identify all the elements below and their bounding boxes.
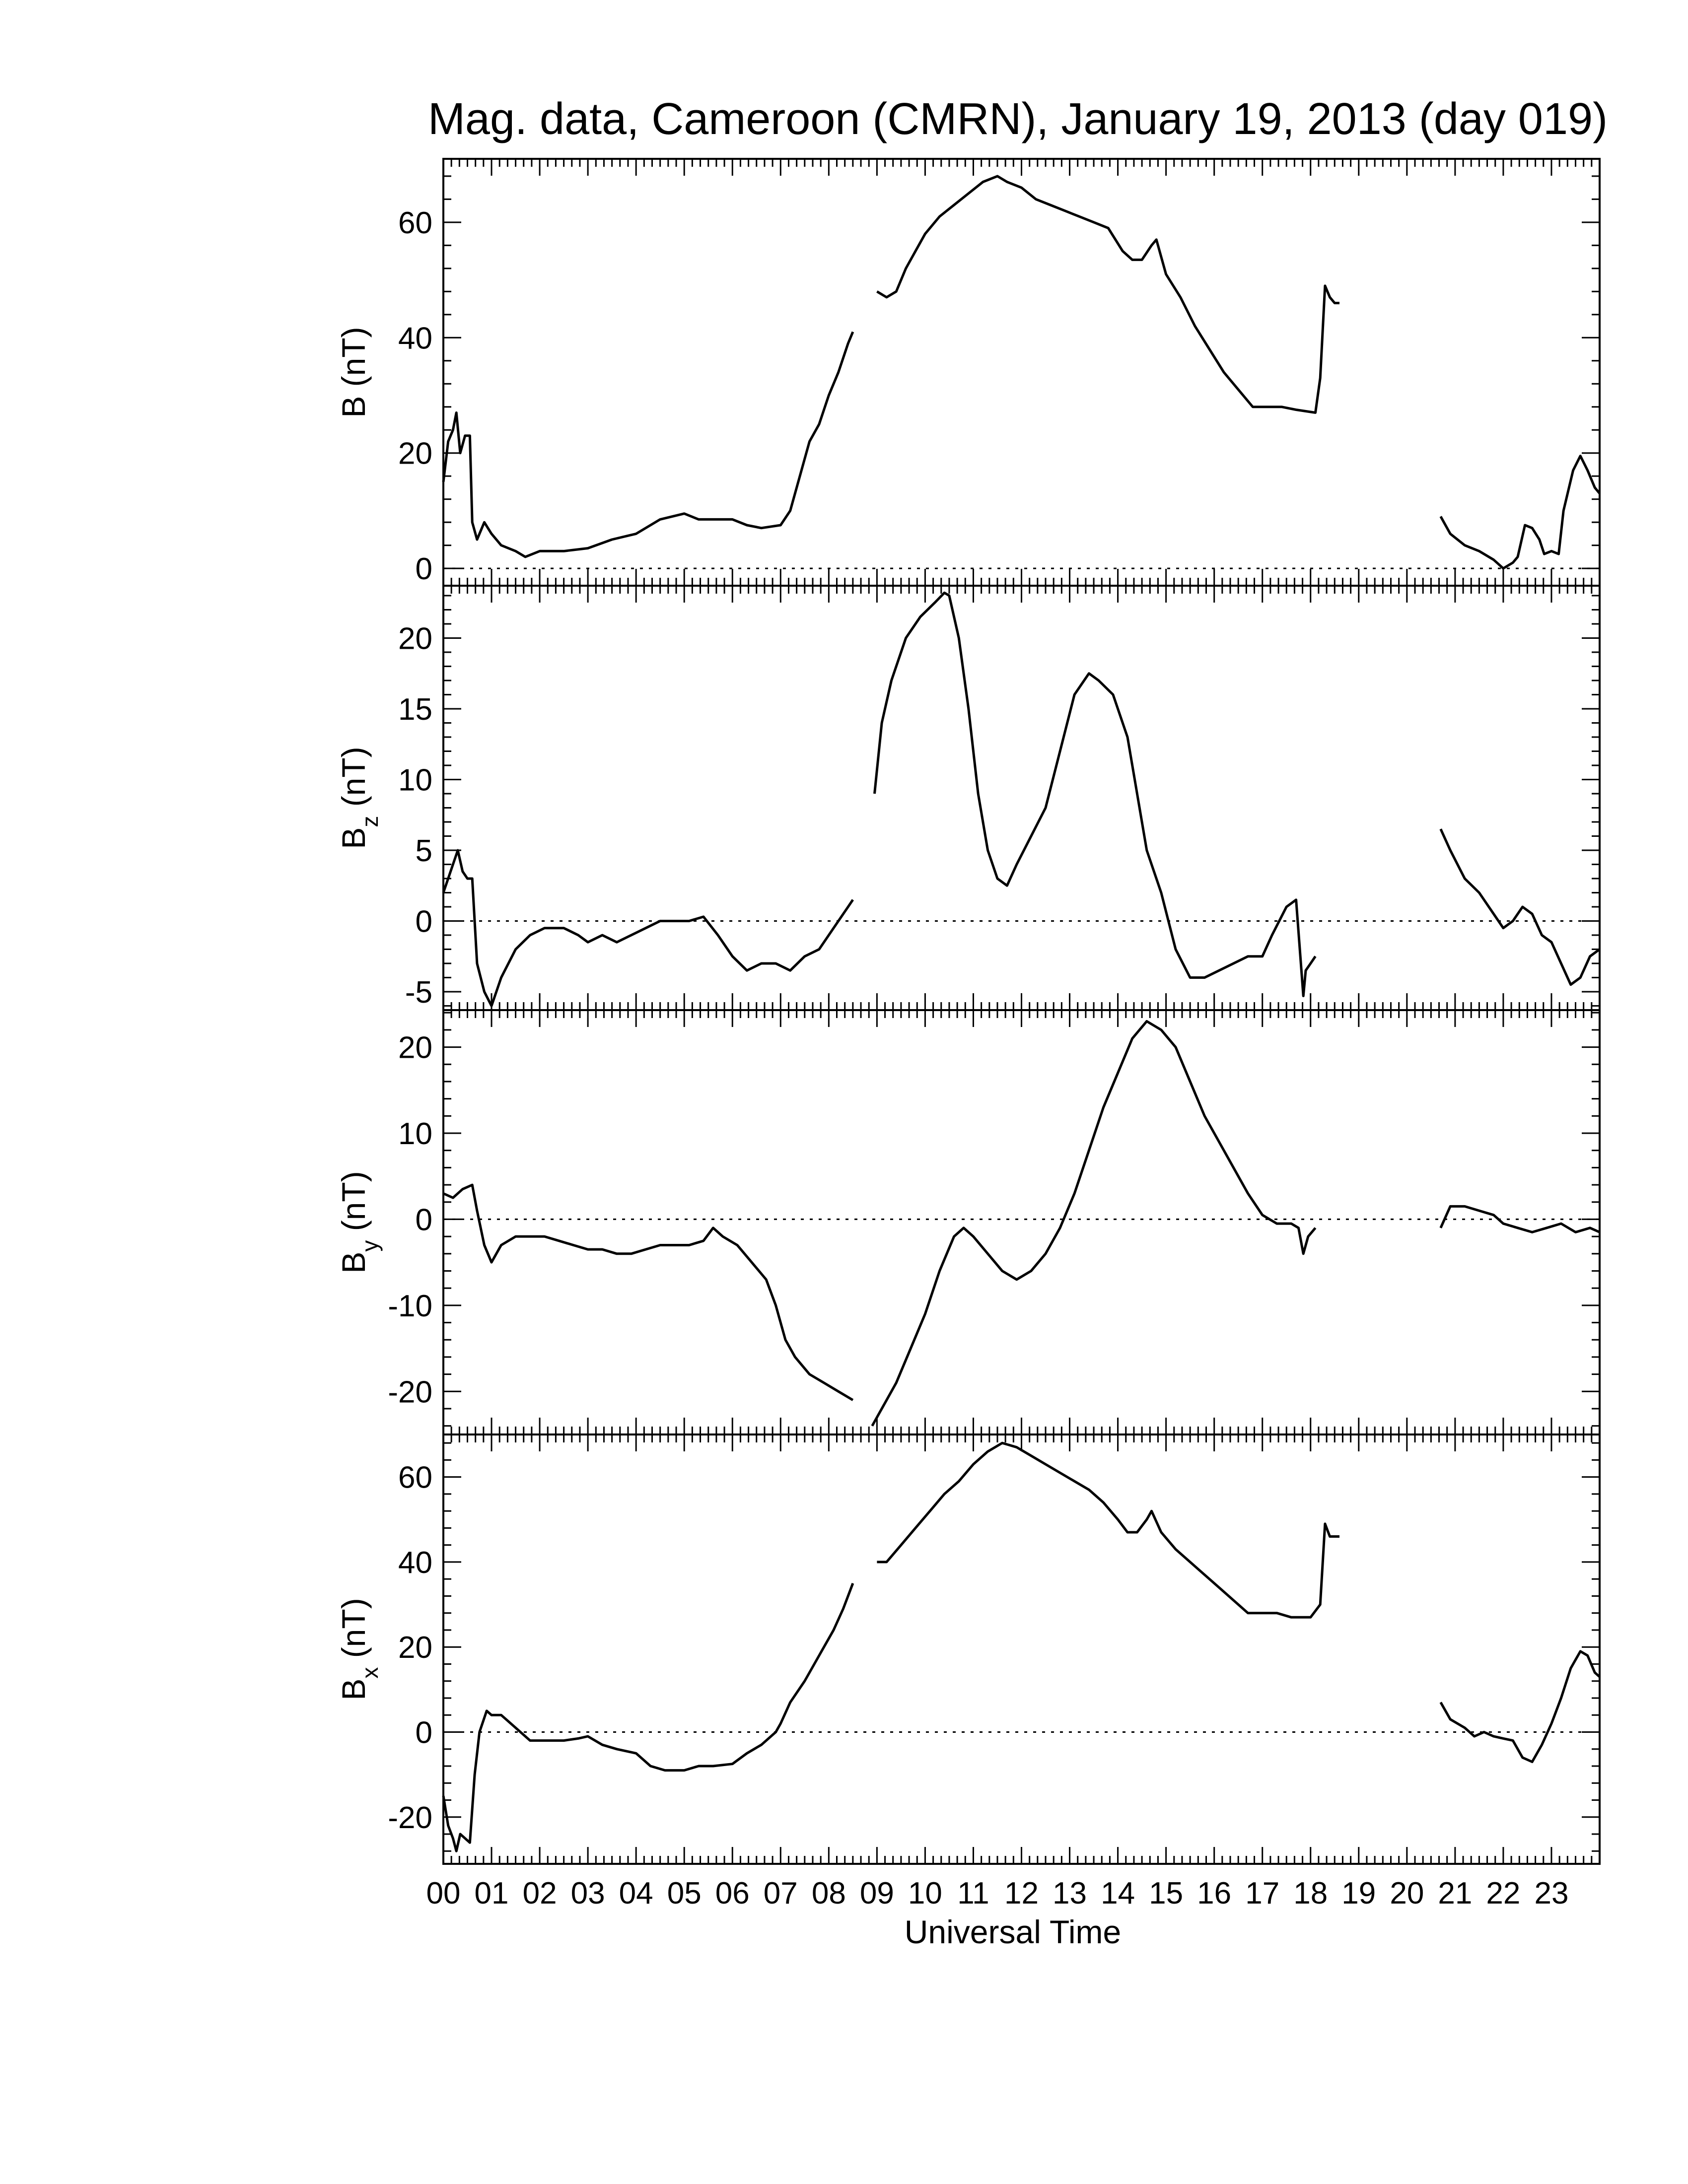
x-tick-label: 13 (1053, 1876, 1087, 1911)
x-tick-label: 16 (1197, 1876, 1231, 1911)
chart-title: Mag. data, Cameroon (CMRN), January 19, … (428, 94, 1608, 144)
x-axis: 00 01 02 03 04 05 06 07 08 09 10 11 12 13 14 15 16 17 18 19… (426, 1876, 1569, 1911)
y-label-base: B (335, 1252, 372, 1274)
y-tick-label: -20 (388, 1801, 432, 1835)
x-tick-label: 05 (667, 1876, 702, 1911)
y-label-base: B (335, 827, 372, 849)
y-tick-label: 20 (398, 621, 432, 656)
series-segment-1 (442, 1183, 854, 1401)
y-tick-label: -5 (405, 975, 432, 1010)
y-axis-label: Bx (nT) (335, 1598, 383, 1700)
y-tick-label: 5 (416, 834, 432, 868)
y-label-unit: (nT) (335, 747, 372, 816)
y-tick-label: 20 (398, 1631, 432, 1665)
series-segment-3 (1439, 1205, 1601, 1233)
y-label-base: B (335, 1679, 372, 1701)
series-segment-3 (1439, 455, 1601, 570)
y-tick-label: 20 (398, 1031, 432, 1065)
x-tick-label: 17 (1245, 1876, 1279, 1911)
x-tick-label: 22 (1486, 1876, 1520, 1911)
y-tick-label: 60 (398, 1461, 432, 1495)
y-tick-label: 10 (398, 1117, 432, 1151)
y-axis-label: By (nT) (335, 1171, 383, 1273)
panel-1: 0 20 40 60 B (nT) (335, 158, 1601, 587)
panel-4: -20 0 20 40 60 Bx (nT) (335, 1433, 1601, 1865)
y-tick-label: 0 (416, 552, 432, 586)
y-tick-label: -20 (388, 1375, 432, 1409)
x-tick-label: 20 (1390, 1876, 1424, 1911)
y-tick-label: 20 (398, 437, 432, 471)
y-tick-label: 10 (398, 763, 432, 797)
x-tick-label: 02 (523, 1876, 557, 1911)
series-segment-2 (877, 1441, 1339, 1619)
panel-2: -5 0 5 10 15 20 Bz (nT) (335, 585, 1601, 1011)
x-tick-label: 08 (812, 1876, 846, 1911)
x-axis-label: Universal Time (905, 1913, 1121, 1950)
y-tick-label: -10 (388, 1289, 432, 1323)
series-segment-1 (442, 849, 854, 1007)
x-tick-label: 06 (715, 1876, 750, 1911)
panels: 0 20 40 60 B (nT) -5 0 5 10 15 20 Bz (nT) -20 -10 0 10 2… (335, 158, 1601, 1865)
series-segment-3 (1439, 1650, 1601, 1763)
y-label-base: B (nT) (335, 327, 372, 417)
x-tick-label: 14 (1101, 1876, 1135, 1911)
series-segment-2 (873, 591, 1317, 997)
x-tick-label: 12 (1004, 1876, 1039, 1911)
series-segment-1 (442, 1582, 854, 1852)
y-label-subscript: x (357, 1667, 383, 1679)
x-tick-label: 03 (571, 1876, 605, 1911)
x-tick-label: 01 (475, 1876, 509, 1911)
series-segment-2 (876, 175, 1339, 414)
y-label-subscript: z (357, 816, 383, 827)
series-segment-2 (871, 1020, 1317, 1427)
x-tick-label: 15 (1149, 1876, 1183, 1911)
y-tick-label: 60 (398, 206, 432, 240)
x-tick-label: 23 (1534, 1876, 1568, 1911)
x-tick-label: 00 (426, 1876, 461, 1911)
y-axis-label: Bz (nT) (335, 747, 383, 849)
x-tick-label: 18 (1293, 1876, 1328, 1911)
y-tick-label: 40 (398, 321, 432, 355)
y-tick-label: 40 (398, 1546, 432, 1580)
y-tick-label: 0 (416, 1203, 432, 1237)
y-label-unit: (nT) (335, 1171, 372, 1240)
y-label-subscript: y (357, 1240, 383, 1252)
x-tick-label: 04 (619, 1876, 653, 1911)
y-label-unit: (nT) (335, 1598, 372, 1667)
x-tick-label: 11 (957, 1876, 989, 1911)
x-tick-label: 21 (1438, 1876, 1472, 1911)
y-axis-label: B (nT) (335, 327, 372, 417)
y-tick-label: 15 (398, 692, 432, 727)
x-tick-label: 09 (860, 1876, 894, 1911)
x-tick-label: 07 (764, 1876, 798, 1911)
x-tick-label: 19 (1341, 1876, 1376, 1911)
panel-3: -20 -10 0 10 20 By (nT) (335, 1009, 1601, 1435)
y-tick-label: 0 (416, 904, 432, 939)
y-tick-label: 0 (416, 1716, 432, 1750)
x-tick-label: 10 (908, 1876, 942, 1911)
series-segment-1 (442, 331, 854, 558)
series-segment-3 (1439, 828, 1601, 986)
